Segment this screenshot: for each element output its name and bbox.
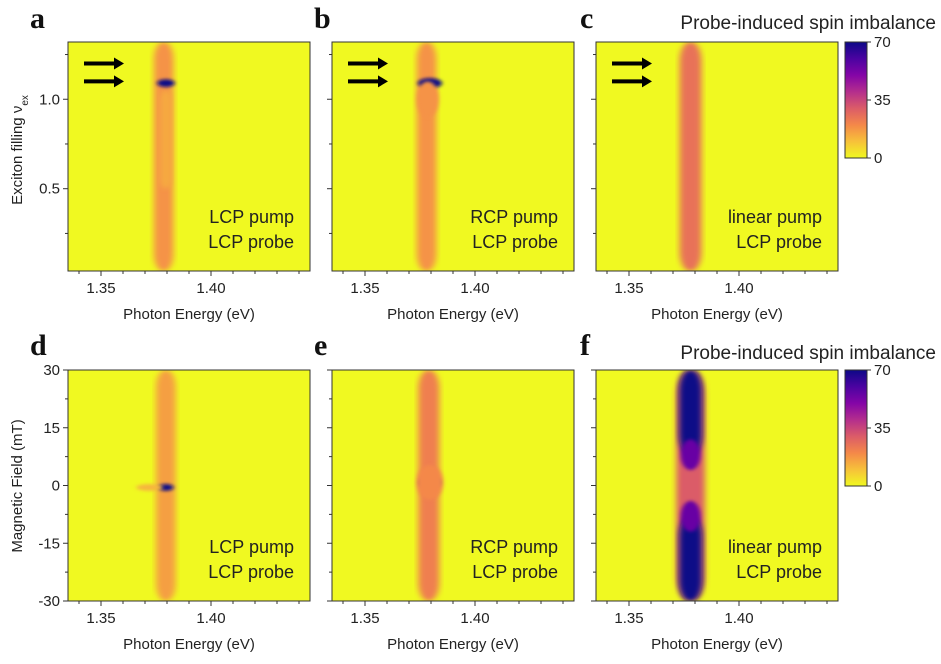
x-tick-label-b: 1.40 (460, 280, 489, 297)
heatmap-spot-d-1 (158, 483, 174, 491)
annotation-b-1: RCP pump (470, 207, 558, 227)
panel-e: e 1.35 1.40 Photon Energy (eV) RCP pump LCP … (314, 329, 575, 653)
heatmap-spot-b-2 (416, 81, 439, 118)
heatmap-e: 1.35 1.40 Photon Energy (eV) RCP pump LCP pr… (327, 369, 575, 653)
x-tick-label-d: 1.35 (86, 610, 115, 627)
y-tick-label-d: -30 (38, 593, 60, 610)
y-axis-label-a-sub: ex (20, 95, 31, 106)
panel-label-b: b (314, 2, 331, 35)
heatmap-background-e (332, 370, 574, 601)
panel-label-d: d (30, 329, 47, 362)
y-axis-label-a: Exciton filling νex (9, 95, 31, 205)
y-tick-label-d: -15 (38, 535, 60, 552)
x-tick-label-c: 1.40 (724, 280, 753, 297)
y-tick-label-d: 0 (52, 478, 60, 495)
heatmap-spot-d-2 (136, 483, 163, 491)
colorbar-gradient-f (844, 369, 868, 487)
heatmap-d: 1.35 1.40 Photon Energy (eV) -30 -15 0 15 30 LCP… (38, 362, 311, 653)
y-tick-label-a: 1.0 (39, 91, 60, 108)
y-axis-label-d: Magnetic Field (mT) (9, 419, 26, 552)
heatmap-features-d (136, 370, 176, 601)
panel-f: f 1.35 1.40 Photon Energy (eV) linear pump L… (580, 329, 936, 653)
heatmap-features-a (153, 42, 175, 271)
heatmap-a: 1.35 1.40 Photon Energy (eV) 0.5 1.0 LCP pump… (39, 41, 311, 323)
panel-d: d 1.35 1.40 Photon Energy (eV) -30 -15 0 15 30 L… (9, 329, 311, 653)
colorbar-tick-label-f: 35 (874, 420, 891, 437)
heatmap-band-f-2 (679, 516, 703, 601)
x-axis-label-d: Photon Energy (eV) (123, 636, 255, 653)
x-tick-label-a: 1.35 (86, 280, 115, 297)
x-axis-label-c: Photon Energy (eV) (651, 306, 783, 323)
annotation-a-2: LCP probe (208, 232, 294, 252)
y-axis-label-a-main: Exciton filling ν (9, 106, 26, 205)
y-tick-label-d: 15 (43, 420, 60, 437)
annotation-b-2: LCP probe (472, 232, 558, 252)
panel-a: a 1.35 1.40 Photon Energy (eV) 0.5 1.0 LCP pu… (9, 2, 311, 323)
heatmap-spot-a-2 (157, 79, 175, 88)
panel-b: b 1.35 1.40 Photon Energy (eV) RCP pump LCP … (314, 2, 575, 323)
annotation-f-1: linear pump (728, 537, 822, 557)
heatmap-band-b-0 (416, 42, 437, 271)
arrow-b-1 (348, 75, 388, 88)
heatmap-spot-e-2 (416, 465, 444, 500)
y-tick-label-d: 30 (43, 362, 60, 379)
y-tick-label-a: 0.5 (39, 181, 60, 198)
colorbar-tick-label-c: 70 (874, 34, 891, 51)
arrow-c-0 (612, 57, 652, 70)
colorbar-tick-label-c: 0 (874, 150, 882, 167)
annotation-f-2: LCP probe (736, 562, 822, 582)
x-axis-label-a: Photon Energy (eV) (123, 306, 255, 323)
annotation-c-2: LCP probe (736, 232, 822, 252)
heatmap-spot-f-3 (680, 439, 701, 471)
panel-c: c 1.35 1.40 Photon Energy (eV) linear pump L… (580, 2, 936, 323)
heatmap-spot-f-4 (680, 500, 701, 532)
x-axis-label-e: Photon Energy (eV) (387, 636, 519, 653)
heatmap-band-c-0 (679, 42, 702, 271)
heatmap-features-f (676, 370, 705, 601)
x-tick-label-a: 1.40 (196, 280, 225, 297)
annotation-e-2: LCP probe (472, 562, 558, 582)
heatmap-b: 1.35 1.40 Photon Energy (eV) RCP pump LCP pr… (327, 41, 575, 323)
colorbar-title-c: Probe-induced spin imbalance (680, 13, 936, 34)
heatmap-band-f-1 (679, 370, 703, 455)
panel-label-f: f (580, 329, 591, 362)
x-tick-label-c: 1.35 (614, 280, 643, 297)
colorbar-tick-label-f: 0 (874, 478, 882, 495)
colorbar-gradient-c (844, 41, 868, 159)
heatmap-features-b (416, 42, 442, 271)
colorbar-title-f: Probe-induced spin imbalance (680, 343, 936, 364)
x-tick-label-d: 1.40 (196, 610, 225, 627)
colorbar-tick-label-c: 35 (874, 92, 891, 109)
x-tick-label-f: 1.35 (614, 610, 643, 627)
heatmap-background-d (68, 370, 310, 601)
arrow-a-1 (84, 75, 124, 88)
heatmap-f: 1.35 1.40 Photon Energy (eV) linear pump LCP… (591, 369, 839, 653)
x-tick-label-b: 1.35 (350, 280, 379, 297)
arrow-c-1 (612, 75, 652, 88)
panel-label-c: c (580, 2, 593, 35)
x-axis-label-f: Photon Energy (eV) (651, 636, 783, 653)
x-tick-label-e: 1.40 (460, 610, 489, 627)
annotation-d-1: LCP pump (209, 537, 294, 557)
heatmap-features-c (679, 42, 702, 271)
annotation-d-2: LCP probe (208, 562, 294, 582)
heatmap-band-a-1 (160, 90, 172, 189)
colorbar-tick-label-f: 70 (874, 362, 891, 379)
annotation-e-1: RCP pump (470, 537, 558, 557)
colorbar-c: 0 35 70 (844, 34, 891, 167)
x-tick-label-e: 1.35 (350, 610, 379, 627)
colorbar-f: 0 35 70 (844, 362, 891, 495)
annotation-c-1: linear pump (728, 207, 822, 227)
arrow-a-0 (84, 57, 124, 70)
heatmap-background-f (596, 370, 838, 601)
x-tick-label-f: 1.40 (724, 610, 753, 627)
annotation-a-1: LCP pump (209, 207, 294, 227)
panel-label-a: a (30, 2, 45, 35)
heatmap-c: 1.35 1.40 Photon Energy (eV) linear pump LCP… (591, 41, 839, 323)
panel-label-e: e (314, 329, 327, 362)
heatmap-features-e (416, 370, 444, 601)
arrow-b-0 (348, 57, 388, 70)
x-axis-label-b: Photon Energy (eV) (387, 306, 519, 323)
